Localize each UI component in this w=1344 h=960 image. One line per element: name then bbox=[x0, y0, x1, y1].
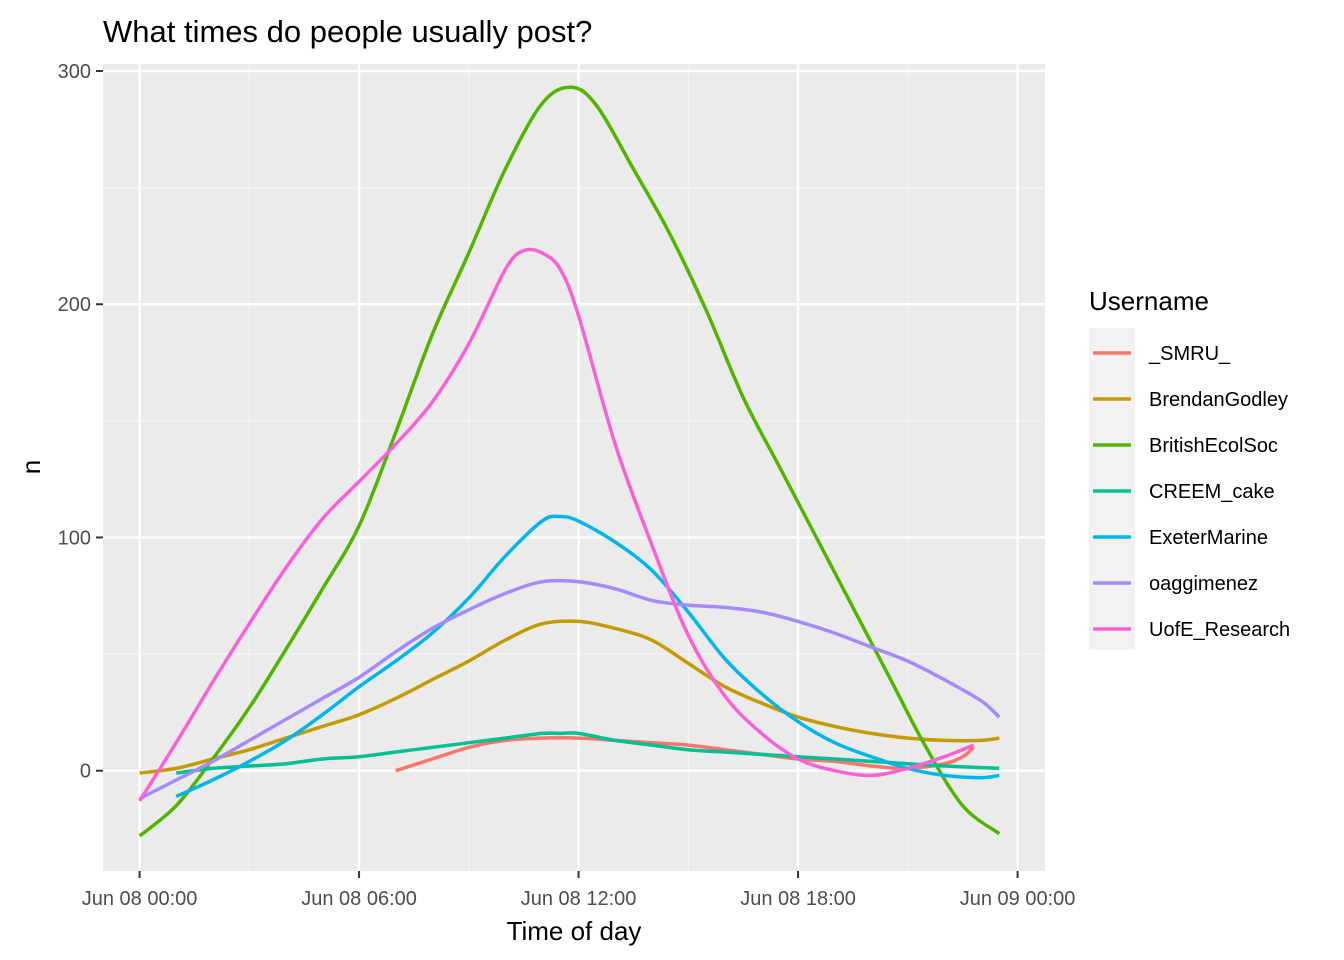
series-line-creem-cake bbox=[176, 731, 1000, 775]
x-tick-label: Jun 08 18:00 bbox=[740, 888, 856, 910]
y-tick-label: 0 bbox=[80, 761, 91, 783]
x-axis-title: Time of day bbox=[507, 916, 642, 946]
x-axis: Jun 08 00:00 Jun 08 06:00 Jun 08 12:00 Jun … bbox=[82, 871, 1076, 910]
series-lines bbox=[138, 85, 1001, 838]
chart-title: What times do people usually post? bbox=[103, 14, 592, 49]
legend-label-creem-cake: CREEM_cake bbox=[1149, 481, 1275, 503]
x-tick-label: Jun 09 00:00 bbox=[960, 888, 1076, 910]
series-line-brendangodley bbox=[139, 619, 1000, 775]
y-axis: 0 100 200 300 bbox=[58, 61, 103, 783]
legend: Username _SMRU_ BrendanGodley BritishEcolS… bbox=[1089, 286, 1290, 650]
x-tick-label: Jun 08 06:00 bbox=[301, 888, 417, 910]
y-tick-label: 300 bbox=[58, 61, 91, 83]
legend-items: _SMRU_ BrendanGodley BritishEcolSoc CREEM_c… bbox=[1093, 343, 1290, 641]
series-line-uofe-research bbox=[138, 247, 975, 802]
y-tick-label: 100 bbox=[58, 527, 91, 549]
legend-label-exetermarine: ExeterMarine bbox=[1149, 527, 1268, 549]
legend-title: Username bbox=[1089, 286, 1209, 316]
legend-label-uofe-research: UofE_Research bbox=[1149, 619, 1290, 641]
y-tick-label: 200 bbox=[58, 294, 91, 316]
legend-label-britishecolsoc: BritishEcolSoc bbox=[1149, 435, 1278, 457]
series-line-britishecolsoc bbox=[138, 85, 1001, 838]
series-line-oaggimenez bbox=[138, 578, 1001, 801]
legend-label-smru: _SMRU_ bbox=[1148, 343, 1231, 365]
legend-key-background bbox=[1089, 328, 1135, 650]
y-axis-title: n bbox=[16, 460, 46, 474]
x-tick-label: Jun 08 00:00 bbox=[82, 888, 198, 910]
legend-label-brendangodley: BrendanGodley bbox=[1149, 389, 1288, 411]
series-line-exetermarine bbox=[175, 514, 1000, 798]
legend-label-oaggimenez: oaggimenez bbox=[1149, 573, 1258, 595]
x-tick-label: Jun 08 12:00 bbox=[521, 888, 637, 910]
